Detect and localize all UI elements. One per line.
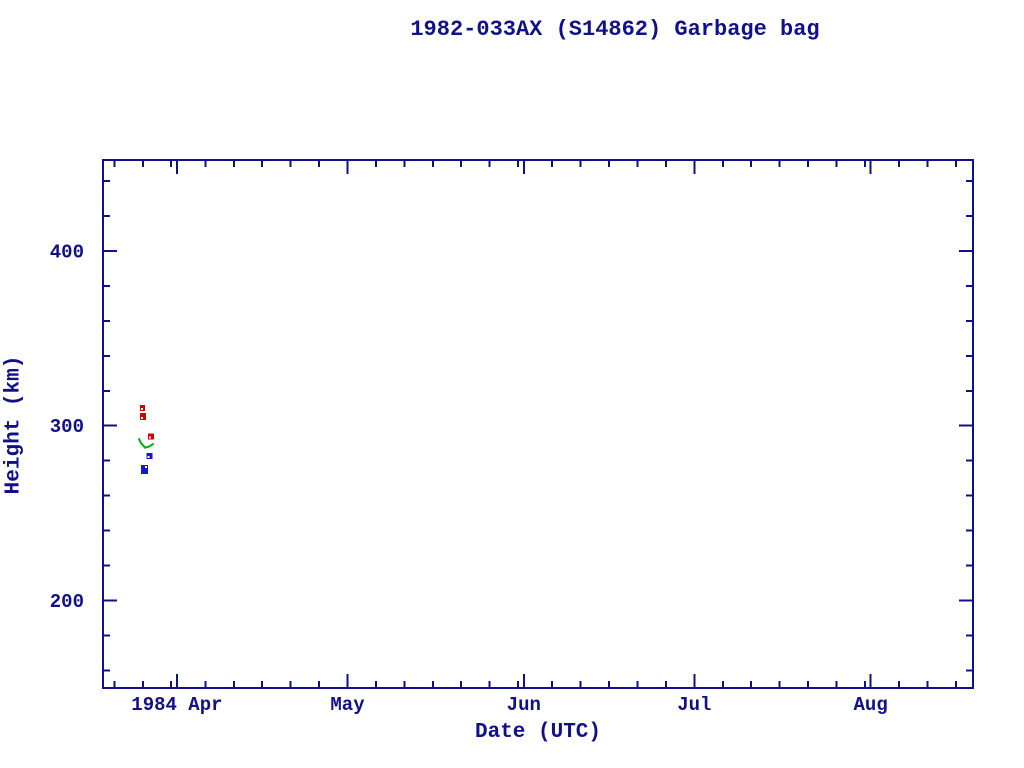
x-tick-label: 1984 Apr xyxy=(131,694,222,716)
y-tick-label: 300 xyxy=(50,416,84,438)
data-point-marker xyxy=(140,413,146,420)
marker-notch xyxy=(145,466,147,468)
chart-title: 1982-033AX (S14862) Garbage bag xyxy=(410,17,820,42)
y-tick-label: 400 xyxy=(50,241,84,263)
plot-frame xyxy=(102,159,974,689)
marker-notch xyxy=(141,417,143,419)
data-point-marker xyxy=(141,465,148,474)
x-tick-label: Jul xyxy=(677,694,711,716)
marker-notch xyxy=(149,436,151,439)
marker-notch xyxy=(141,407,143,410)
marker-notch xyxy=(147,456,150,458)
x-axis-label: Date (UTC) xyxy=(474,721,602,744)
x-tick-label: May xyxy=(330,694,365,716)
x-tick-label: Aug xyxy=(854,694,888,716)
green-curve xyxy=(138,438,154,449)
x-tick-label: Jun xyxy=(507,694,541,716)
y-tick-label: 200 xyxy=(50,591,84,613)
